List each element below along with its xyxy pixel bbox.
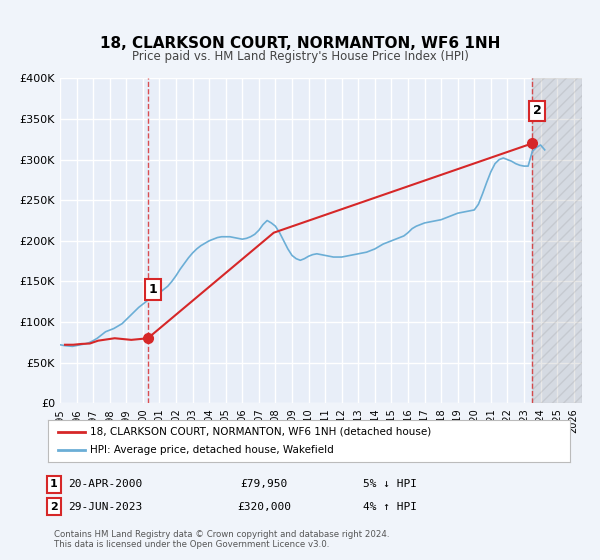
Text: Price paid vs. HM Land Registry's House Price Index (HPI): Price paid vs. HM Land Registry's House … <box>131 50 469 63</box>
Text: 29-JUN-2023: 29-JUN-2023 <box>68 502 142 512</box>
Text: 18, CLARKSON COURT, NORMANTON, WF6 1NH: 18, CLARKSON COURT, NORMANTON, WF6 1NH <box>100 36 500 52</box>
Text: This data is licensed under the Open Government Licence v3.0.: This data is licensed under the Open Gov… <box>54 540 329 549</box>
Bar <box>532 78 582 403</box>
Text: £79,950: £79,950 <box>241 479 287 489</box>
Text: 1: 1 <box>50 479 58 489</box>
Text: £320,000: £320,000 <box>237 502 291 512</box>
Text: 2: 2 <box>533 104 542 118</box>
Text: 18, CLARKSON COURT, NORMANTON, WF6 1NH (detached house): 18, CLARKSON COURT, NORMANTON, WF6 1NH (… <box>90 427 431 437</box>
Text: 2: 2 <box>50 502 58 512</box>
Text: HPI: Average price, detached house, Wakefield: HPI: Average price, detached house, Wake… <box>90 445 334 455</box>
Text: Contains HM Land Registry data © Crown copyright and database right 2024.: Contains HM Land Registry data © Crown c… <box>54 530 389 539</box>
Text: 1: 1 <box>148 283 157 296</box>
Text: 5% ↓ HPI: 5% ↓ HPI <box>363 479 417 489</box>
Text: 4% ↑ HPI: 4% ↑ HPI <box>363 502 417 512</box>
Text: 20-APR-2000: 20-APR-2000 <box>68 479 142 489</box>
